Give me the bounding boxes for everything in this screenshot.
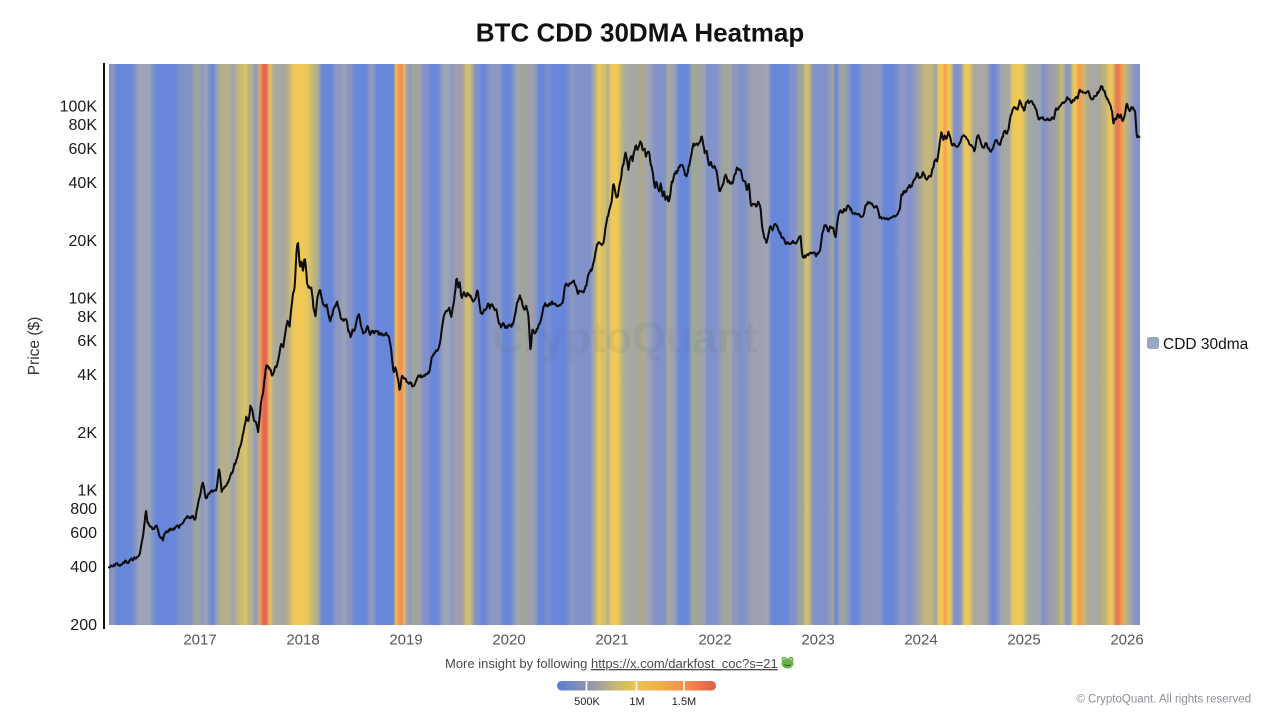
svg-text:CryptoQuant: CryptoQuant — [492, 315, 758, 363]
svg-text:BTC CDD 30DMA Heatmap: BTC CDD 30DMA Heatmap — [476, 18, 804, 48]
svg-text:2017: 2017 — [183, 632, 216, 649]
svg-text:2022: 2022 — [698, 632, 731, 649]
svg-text:2019: 2019 — [389, 632, 422, 649]
svg-text:2026: 2026 — [1110, 632, 1143, 649]
svg-text:100K: 100K — [60, 99, 98, 116]
svg-text:10K: 10K — [69, 291, 98, 308]
svg-text:2023: 2023 — [801, 632, 834, 649]
svg-text:1M: 1M — [629, 696, 644, 708]
svg-text:500K: 500K — [574, 696, 600, 708]
svg-text:200: 200 — [70, 617, 97, 634]
svg-text:2021: 2021 — [595, 632, 628, 649]
svg-text:80K: 80K — [69, 117, 98, 134]
svg-text:800: 800 — [70, 501, 97, 518]
svg-text:1K: 1K — [77, 483, 97, 500]
svg-text:1.5M: 1.5M — [672, 696, 696, 708]
svg-text:6K: 6K — [77, 333, 97, 350]
svg-text:20K: 20K — [69, 233, 98, 250]
svg-text:CDD 30dma: CDD 30dma — [1163, 336, 1249, 353]
svg-text:2020: 2020 — [492, 632, 525, 649]
svg-text:2025: 2025 — [1007, 632, 1040, 649]
svg-text:Price ($): Price ($) — [26, 317, 43, 376]
svg-text:2024: 2024 — [904, 632, 937, 649]
svg-text:600: 600 — [70, 525, 97, 542]
svg-text:More insight by following http: More insight by following https://x.com/… — [445, 656, 778, 671]
svg-text:400: 400 — [70, 559, 97, 576]
svg-text:60K: 60K — [69, 141, 98, 158]
svg-text:40K: 40K — [69, 175, 98, 192]
svg-text:8K: 8K — [77, 309, 97, 326]
svg-text:2K: 2K — [77, 425, 97, 442]
svg-text:2018: 2018 — [286, 632, 319, 649]
svg-text:© CryptoQuant. All rights rese: © CryptoQuant. All rights reserved — [1076, 694, 1251, 706]
svg-text:4K: 4K — [77, 367, 97, 384]
